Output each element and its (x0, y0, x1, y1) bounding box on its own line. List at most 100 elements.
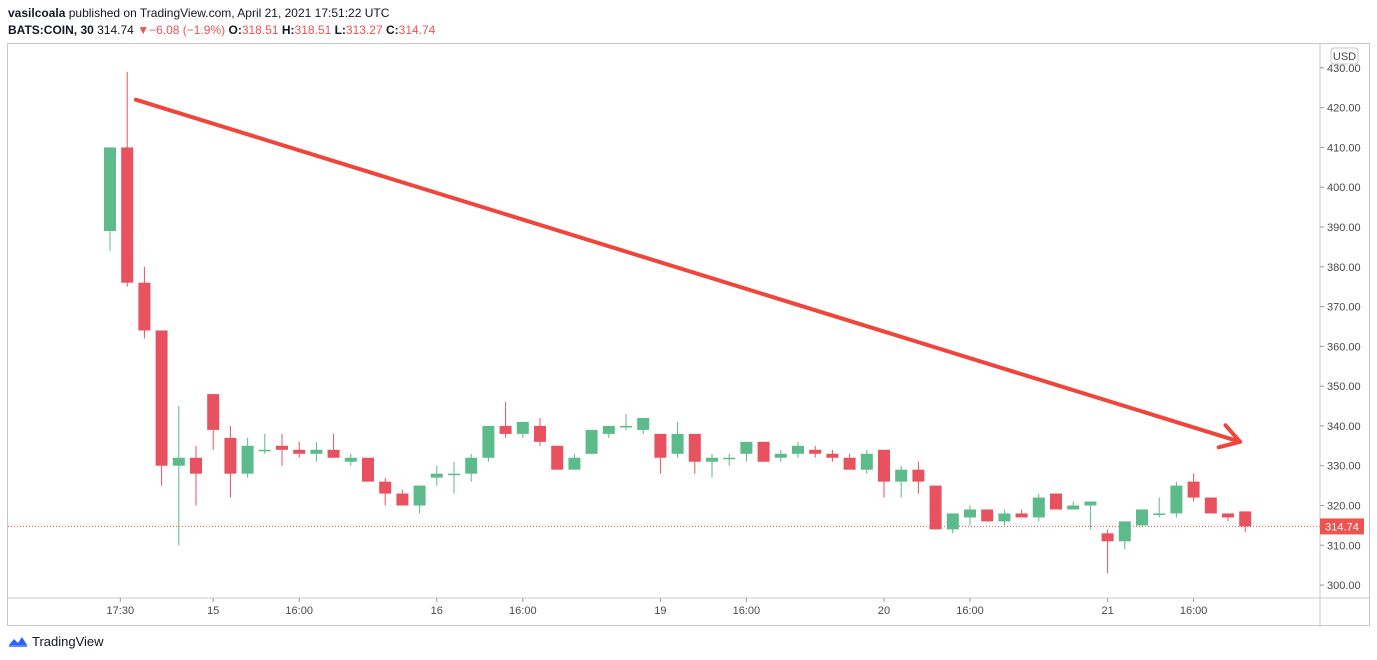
candle (104, 147, 116, 251)
candle (1101, 529, 1114, 574)
time-tick-label: 16:00 (956, 605, 984, 617)
price-tick-label: 420.00 (1327, 103, 1361, 115)
candle (362, 457, 374, 482)
candle-body (964, 509, 976, 518)
price-tick-label: 400.00 (1327, 182, 1361, 194)
candle (293, 441, 306, 458)
candle-body (981, 509, 994, 522)
candle-body (104, 147, 116, 231)
candle (774, 449, 787, 462)
currency-badge-box (1330, 47, 1359, 65)
candle-body (946, 513, 959, 530)
candle (878, 449, 890, 498)
candle-body (1050, 493, 1062, 510)
candle (671, 421, 684, 458)
candle-body (1015, 513, 1028, 518)
currency-badge: USD (1330, 47, 1359, 65)
candle (327, 433, 340, 458)
candle (654, 433, 667, 474)
candle-body (1170, 485, 1183, 514)
price-tick-label: 350.00 (1327, 381, 1361, 393)
candle (602, 425, 615, 438)
candle (1239, 511, 1252, 533)
candle-body (534, 425, 546, 442)
candle-body (499, 425, 512, 434)
candle-body (362, 457, 374, 482)
candle (241, 437, 254, 478)
candle-body (293, 449, 306, 454)
candle-body (1222, 513, 1234, 518)
time-tick-label: 16:00 (733, 605, 761, 617)
price-tick-label: 330.00 (1327, 461, 1361, 473)
current-price-tag (1320, 518, 1364, 535)
price-tick-label: 380.00 (1327, 262, 1361, 274)
open-value: 318.51 (241, 23, 279, 37)
candle-body (929, 485, 942, 530)
time-tick-label: 17:30 (107, 605, 135, 617)
time-tick-label: 16:00 (509, 605, 537, 617)
author-name[interactable]: vasilcoala (8, 6, 66, 20)
candle-body (706, 457, 718, 462)
candle (534, 417, 546, 446)
candle-body (430, 473, 443, 478)
candle-body (998, 513, 1011, 522)
candle-body (207, 394, 220, 430)
candle-body (774, 453, 787, 458)
candle (585, 429, 598, 454)
candle-body (912, 469, 925, 482)
low-label: L: (334, 23, 346, 37)
chart-frame (7, 43, 1370, 626)
candle-body (860, 453, 873, 470)
candle (1118, 521, 1131, 550)
candle-body (344, 457, 357, 462)
price-tick-label: 340.00 (1327, 421, 1361, 433)
candle (568, 453, 581, 470)
candle-body (465, 457, 478, 474)
candle-body (1136, 509, 1148, 526)
close-label: C: (385, 23, 399, 37)
candle (396, 489, 409, 506)
candle-body (1204, 497, 1217, 514)
candle-body (568, 457, 581, 470)
candle-body (1187, 481, 1200, 498)
candle (258, 433, 271, 454)
price-tick-label: 310.00 (1327, 540, 1361, 552)
candle (1032, 493, 1045, 522)
candle-body (757, 441, 770, 462)
high-label: H: (281, 23, 295, 37)
candle (1170, 481, 1183, 518)
high-value: 318.51 (294, 23, 332, 37)
candle (964, 505, 976, 526)
candle (138, 266, 151, 339)
time-tick-label: 15 (207, 605, 219, 617)
candle (1084, 501, 1097, 530)
candle (1067, 501, 1080, 510)
candle-body (878, 449, 890, 482)
candle (482, 425, 495, 462)
candle (516, 421, 529, 438)
candle-body (585, 429, 598, 454)
candle (740, 441, 753, 462)
candle (809, 445, 822, 458)
candle (637, 417, 650, 434)
candle-body (1032, 497, 1045, 518)
candle-body (723, 457, 736, 460)
candle-body (310, 449, 323, 454)
price-tick-label: 320.00 (1327, 500, 1361, 512)
symbol-label: BATS:COIN, 30 (8, 23, 94, 37)
candle (448, 461, 460, 494)
trend-arrow (133, 97, 1243, 450)
low-value: 313.27 (345, 23, 383, 37)
candle-body (413, 485, 426, 506)
close-value: 314.74 (398, 23, 436, 37)
time-tick-label: 16:00 (285, 605, 313, 617)
open-label: O: (228, 23, 242, 37)
currency-label[interactable]: USD (1333, 51, 1356, 63)
candle-body (258, 449, 271, 452)
candle (413, 485, 426, 514)
candle (276, 433, 288, 466)
candle (860, 449, 873, 474)
tradingview-logo[interactable]: TradingView (8, 633, 104, 649)
candle (121, 71, 134, 287)
